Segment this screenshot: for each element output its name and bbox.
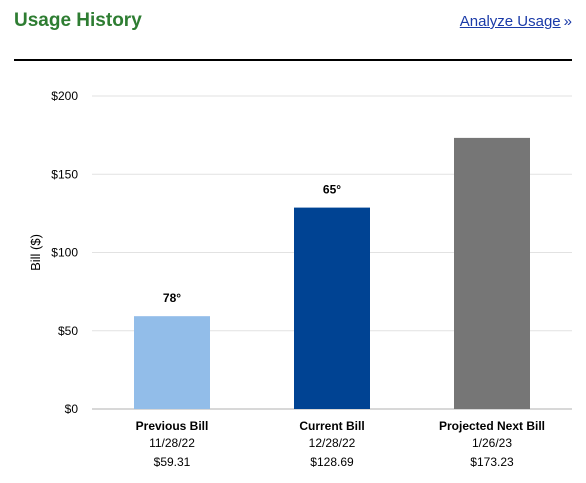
analyze-usage-label: Analyze Usage: [459, 13, 561, 30]
analyze-usage-link[interactable]: Analyze Usage»: [460, 13, 572, 30]
y-tick-label: $150: [51, 167, 78, 181]
bar: [294, 207, 370, 409]
bill-date-label: 12/28/22: [309, 436, 356, 450]
y-tick-label: $200: [51, 89, 78, 103]
bill-date-label: 11/28/22: [149, 436, 195, 450]
header-divider: [14, 59, 572, 61]
temperature-label: 65°: [323, 183, 341, 197]
y-tick-label: $0: [65, 402, 79, 416]
category-label: Current Bill: [299, 419, 364, 433]
bill-amount-label: $128.69: [310, 455, 354, 469]
y-tick-label: $50: [58, 324, 78, 338]
category-label: Previous Bill: [136, 419, 209, 433]
bill-amount-label: $173.23: [470, 455, 514, 469]
bar: [454, 137, 530, 409]
y-tick-label: $100: [51, 246, 78, 260]
bill-date-label: 1/26/23: [472, 436, 512, 450]
y-axis-label: Bill ($): [28, 234, 43, 271]
bar: [134, 316, 210, 409]
temperature-label: 78°: [163, 291, 181, 305]
page-title: Usage History: [14, 10, 142, 31]
category-label: Projected Next Bill: [439, 419, 545, 433]
bill-amount-label: $59.31: [154, 455, 191, 469]
double-chevron-right-icon: »: [563, 13, 572, 30]
